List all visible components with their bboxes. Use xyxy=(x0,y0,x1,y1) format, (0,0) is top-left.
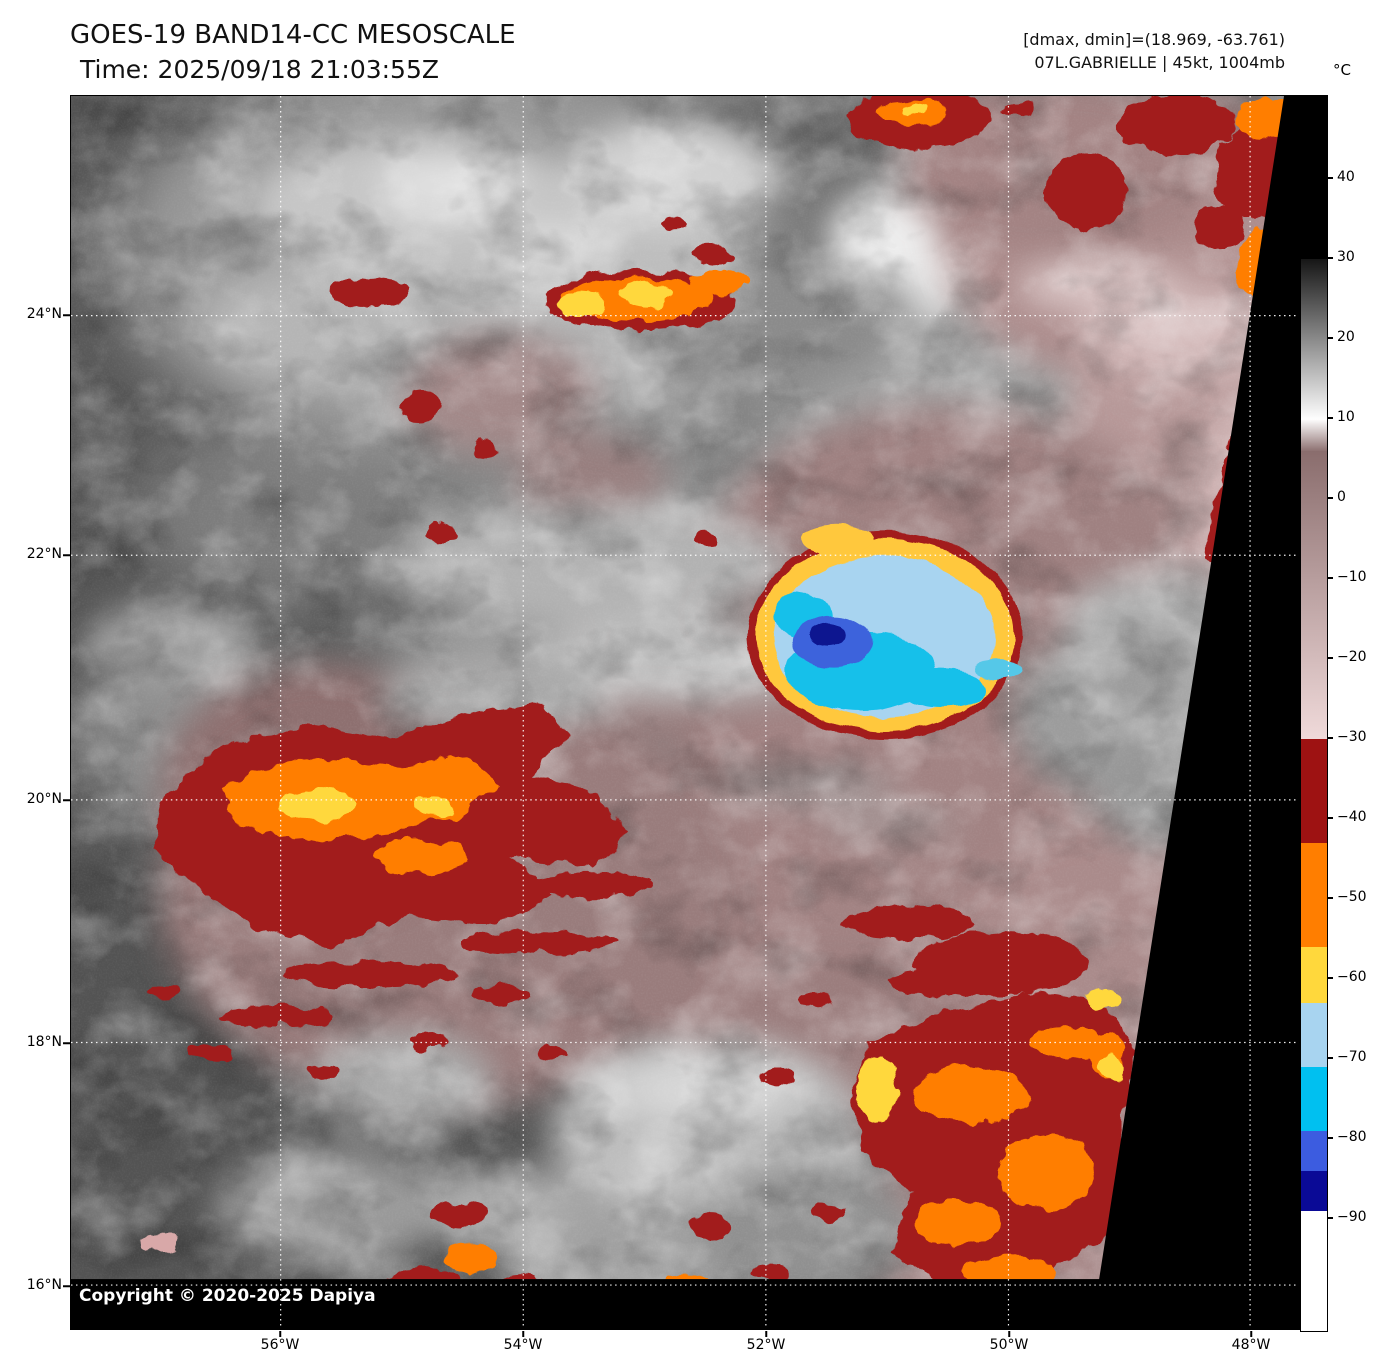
colorbar-tick xyxy=(1327,577,1333,579)
colorbar-tick xyxy=(1327,337,1333,339)
lat-tick xyxy=(63,1042,70,1044)
colorbar-tick-label: −60 xyxy=(1337,969,1367,986)
colorbar-tick xyxy=(1327,497,1333,499)
colorbar-tick xyxy=(1327,417,1333,419)
colorbar-segment xyxy=(1301,1003,1327,1068)
lon-axis-label: 54°W xyxy=(503,1337,543,1353)
storm-info-readout: 07L.GABRIELLE | 45kt, 1004mb xyxy=(1034,53,1285,72)
copyright-text: Copyright © 2020-2025 Dapiya xyxy=(79,1286,376,1306)
colorbar-tick xyxy=(1327,1137,1333,1139)
lon-tick xyxy=(765,1331,767,1337)
colorbar-tick-label: −90 xyxy=(1337,1209,1367,1226)
colorbar-unit-label: °C xyxy=(1333,61,1351,79)
lat-axis-label: 20°N xyxy=(26,791,62,807)
page-title: GOES-19 BAND14-CC MESOSCALE xyxy=(70,20,516,50)
colorbar-tick xyxy=(1327,977,1333,979)
lat-axis-label: 18°N xyxy=(26,1034,62,1050)
colorbar-tick-label: 0 xyxy=(1337,489,1346,506)
colorbar-tick xyxy=(1327,1057,1333,1059)
colorbar-tick xyxy=(1327,897,1333,899)
colorbar-tick-label: −30 xyxy=(1337,729,1367,746)
lat-tick xyxy=(63,314,70,316)
lat-tick xyxy=(63,1285,70,1287)
lon-tick xyxy=(279,1331,281,1337)
lon-axis-label: 48°W xyxy=(1231,1337,1271,1353)
colorbar-segment xyxy=(1301,947,1327,1004)
colorbar-segment xyxy=(1301,1131,1327,1172)
colorbar-tick xyxy=(1327,1217,1333,1219)
lon-tick xyxy=(1250,1331,1252,1337)
colorbar-tick-label: 40 xyxy=(1337,169,1355,186)
lat-axis-label: 24°N xyxy=(26,306,62,322)
colorbar xyxy=(1300,95,1328,1332)
colorbar-tick-label: 30 xyxy=(1337,249,1355,266)
colorbar-tick-label: −70 xyxy=(1337,1049,1367,1066)
colorbar-segment xyxy=(1301,843,1327,948)
colorbar-tick-label: −40 xyxy=(1337,809,1367,826)
lon-tick xyxy=(1008,1331,1010,1337)
lat-axis-label: 22°N xyxy=(26,546,62,562)
lat-axis-label: 16°N xyxy=(26,1277,62,1293)
lon-axis-label: 50°W xyxy=(989,1337,1029,1353)
colorbar-segment xyxy=(1301,1171,1327,1212)
colorbar-segment xyxy=(1301,419,1327,452)
storm-cold-core xyxy=(746,524,1024,739)
colorbar-segment xyxy=(1301,259,1327,420)
colorbar-tick xyxy=(1327,657,1333,659)
scan-edge-black-wedge xyxy=(1091,96,1299,1329)
colorbar-segment xyxy=(1301,96,1327,260)
lon-axis-label: 56°W xyxy=(260,1337,300,1353)
colorbar-tick-label: −10 xyxy=(1337,569,1367,586)
colorbar-tick xyxy=(1327,737,1333,739)
satellite-map: Copyright © 2020-2025 Dapiya xyxy=(70,95,1300,1330)
lon-tick xyxy=(522,1331,524,1337)
colorbar-tick xyxy=(1327,817,1333,819)
colorbar-segment xyxy=(1301,739,1327,844)
colorbar-tick xyxy=(1327,177,1333,179)
dmax-dmin-readout: [dmax, dmin]=(18.969, -63.761) xyxy=(1023,30,1285,49)
satellite-scene xyxy=(71,96,1299,1329)
colorbar-segment xyxy=(1301,1211,1327,1331)
colorbar-segment xyxy=(1301,1067,1327,1132)
colorbar-tick xyxy=(1327,257,1333,259)
colorbar-tick-label: −50 xyxy=(1337,889,1367,906)
colorbar-tick-label: −80 xyxy=(1337,1129,1367,1146)
timestamp: Time: 2025/09/18 21:03:55Z xyxy=(80,55,439,84)
bottom-black-strip xyxy=(71,1279,1299,1329)
colorbar-tick-label: 10 xyxy=(1337,409,1355,426)
lat-tick xyxy=(63,799,70,801)
colorbar-segment xyxy=(1301,451,1327,740)
colorbar-tick-label: 20 xyxy=(1337,329,1355,346)
colorbar-tick-label: −20 xyxy=(1337,649,1367,666)
lon-axis-label: 52°W xyxy=(746,1337,786,1353)
lat-tick xyxy=(63,554,70,556)
